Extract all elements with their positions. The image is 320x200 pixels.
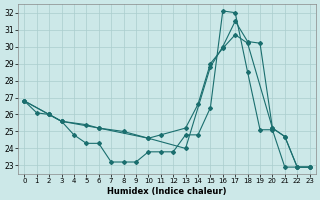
X-axis label: Humidex (Indice chaleur): Humidex (Indice chaleur) <box>107 187 227 196</box>
